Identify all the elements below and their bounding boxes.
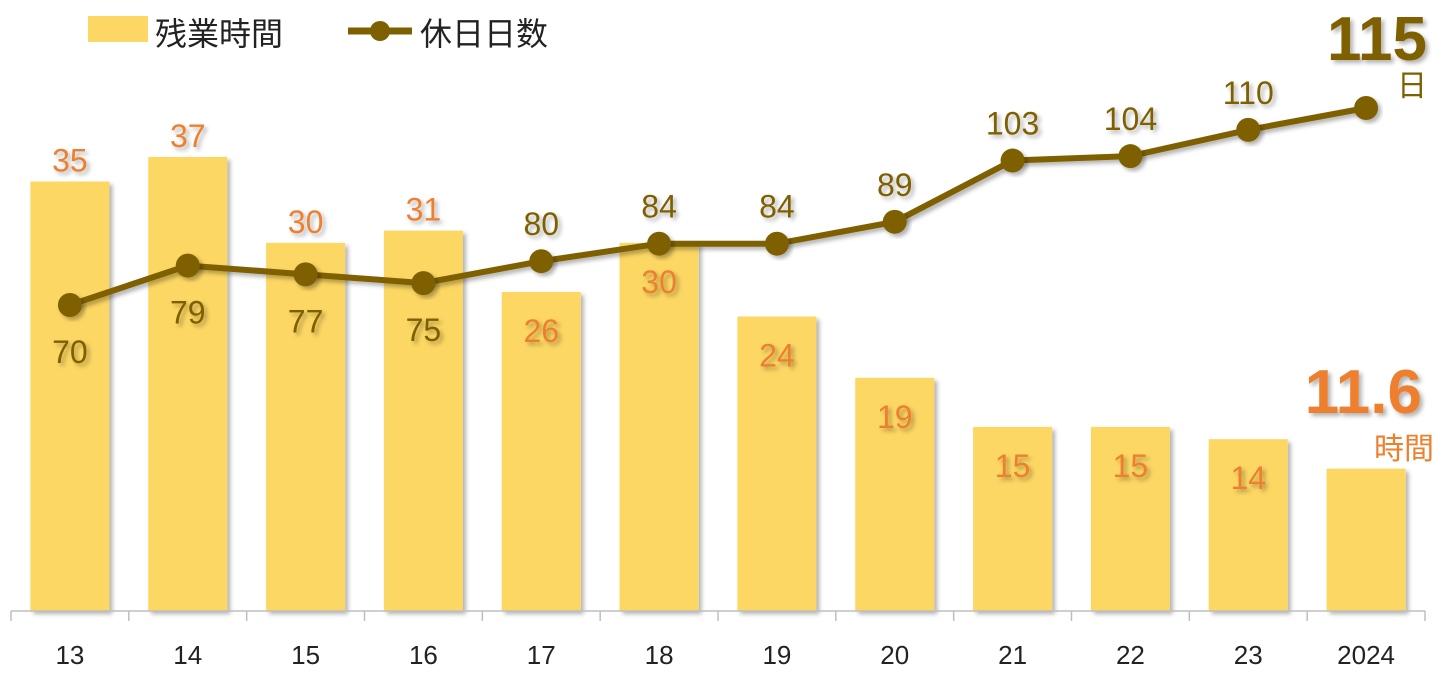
holidays-line <box>68 105 1367 308</box>
bar-18 <box>619 242 699 611</box>
highlight-callouts: 115 日 11.6 時間 <box>1305 5 1434 467</box>
bar-value-label-21: 15 <box>995 448 1031 484</box>
legend-swatch-marker <box>370 21 390 41</box>
holidays-marker-16 <box>411 271 436 296</box>
line-value-label-18: 84 <box>641 189 677 225</box>
holidays-marker-18 <box>647 231 672 256</box>
holidays-marker-19 <box>764 231 789 256</box>
bar-value-label-22: 15 <box>1113 448 1149 484</box>
bar-17 <box>501 291 581 611</box>
holidays-marker-23 <box>1236 117 1261 142</box>
bar-23 <box>1208 439 1288 611</box>
bar-value-label-15: 30 <box>288 204 324 240</box>
line-value-label-23: 110 <box>1223 75 1274 111</box>
legend-swatch-bar <box>88 16 148 42</box>
x-tick-label-22: 22 <box>1116 640 1145 670</box>
line-value-label-22: 104 <box>1104 101 1157 137</box>
holidays-marker-2024 <box>1354 96 1379 120</box>
bar-value-label-14: 37 <box>170 118 206 154</box>
line-series <box>57 96 1379 317</box>
line-value-label-17: 80 <box>523 206 559 242</box>
line-value-label-16: 75 <box>406 312 442 348</box>
bar-value-label-20: 19 <box>877 399 913 435</box>
line-value-label-21: 103 <box>986 106 1039 142</box>
x-tick-label-13: 13 <box>55 640 84 670</box>
x-tick-label-18: 18 <box>645 640 674 670</box>
x-tick-label-15: 15 <box>291 640 320 670</box>
holidays-marker-20 <box>882 209 907 234</box>
bar-value-label-16: 31 <box>406 192 442 228</box>
line-value-label-13: 70 <box>52 334 88 370</box>
overtime-highlight-unit: 時間 <box>1374 432 1434 467</box>
bar-21 <box>973 426 1053 611</box>
x-axis: 13 14 15 16 17 18 19 20 21 22 23 2024 <box>10 610 1426 670</box>
overtime-highlight-value: 11.6 <box>1305 358 1422 427</box>
bar-20 <box>855 377 935 611</box>
holidays-marker-15 <box>293 262 318 287</box>
bar-19 <box>737 316 817 611</box>
holidays-marker-21 <box>1000 148 1025 173</box>
bar-22 <box>1090 426 1170 611</box>
x-tick-label-21: 21 <box>998 640 1027 670</box>
data-labels: 35 37 30 31 26 30 24 19 15 15 14 70 79 77 75 80 84 84 89 10… <box>52 75 1274 496</box>
bar-13 <box>30 181 110 612</box>
legend-label-line: 休日日数 <box>420 15 548 53</box>
bar-value-label-13: 35 <box>52 143 88 179</box>
line-value-label-20: 89 <box>877 167 913 203</box>
legend-label-bar: 残業時間 <box>155 15 283 53</box>
bar-15 <box>266 242 346 611</box>
line-value-label-19: 84 <box>759 189 795 225</box>
holidays-marker-14 <box>175 253 200 278</box>
bar-value-label-19: 24 <box>759 338 795 374</box>
bar-2024 <box>1326 468 1406 611</box>
bar-value-label-23: 14 <box>1230 460 1266 496</box>
holidays-highlight-value: 115 <box>1327 5 1427 74</box>
x-tick-label-16: 16 <box>409 640 438 670</box>
x-tick-label-23: 23 <box>1234 640 1263 670</box>
x-tick-label-14: 14 <box>173 640 202 670</box>
bar-value-label-18: 30 <box>641 264 677 300</box>
x-tick-label-19: 19 <box>762 640 791 670</box>
line-value-label-14: 79 <box>170 295 206 331</box>
holidays-marker-17 <box>529 249 554 274</box>
x-tick-label-2024: 2024 <box>1337 640 1395 670</box>
holidays-marker-13 <box>57 293 82 317</box>
x-tick-label-17: 17 <box>527 640 556 670</box>
bar-value-label-17: 26 <box>523 313 559 349</box>
x-tick-label-20: 20 <box>880 640 909 670</box>
bar-14 <box>148 157 228 611</box>
holidays-marker-22 <box>1118 144 1143 169</box>
line-value-label-15: 77 <box>288 303 324 339</box>
bar-series <box>30 157 1406 612</box>
holidays-highlight-unit: 日 <box>1397 69 1427 104</box>
legend: 残業時間 休日日数 <box>88 15 548 53</box>
